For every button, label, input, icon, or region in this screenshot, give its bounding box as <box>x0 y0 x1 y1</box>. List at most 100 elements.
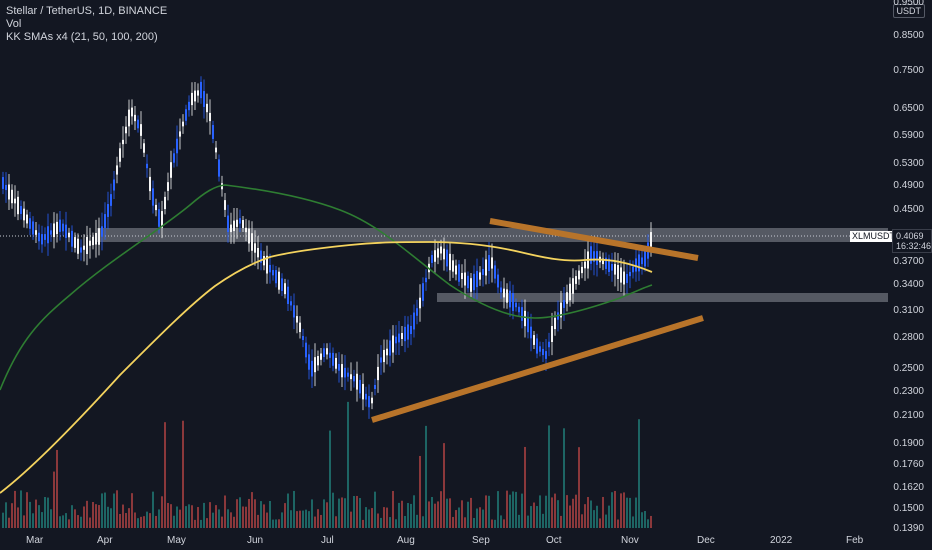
candle <box>515 302 517 308</box>
candle <box>269 264 271 273</box>
candle <box>233 220 235 232</box>
volume-bar <box>560 515 562 528</box>
volume-bar <box>551 497 553 528</box>
volume-bar <box>458 507 460 528</box>
current-price-tag: 0.4069 16:32:46 <box>892 229 932 253</box>
volume-bar <box>53 471 55 528</box>
candle <box>224 200 226 210</box>
volume-bar <box>65 513 67 528</box>
volume-bar <box>35 499 37 528</box>
candle <box>323 348 325 358</box>
price-tick: 0.3400 <box>893 279 924 290</box>
candle <box>362 383 364 400</box>
price-tick: 0.8500 <box>893 30 924 41</box>
candle <box>131 107 133 117</box>
candle <box>563 300 565 308</box>
volume-bar <box>29 501 31 528</box>
volume-bar <box>47 497 49 528</box>
volume-bar <box>491 519 493 528</box>
volume-bar <box>203 502 205 528</box>
volume-bar <box>146 511 148 528</box>
candle <box>605 257 607 269</box>
candle <box>254 243 256 253</box>
candle <box>611 263 613 271</box>
candle <box>359 379 361 394</box>
volume-bar <box>395 519 397 528</box>
candle <box>125 126 127 134</box>
candle <box>497 274 499 288</box>
volume-bar <box>299 510 301 528</box>
candle <box>116 165 118 175</box>
volume-bar <box>71 505 73 528</box>
candle <box>185 109 187 121</box>
volume-bar <box>2 512 4 528</box>
candle <box>455 265 457 275</box>
candle <box>473 273 475 291</box>
candle <box>512 293 514 311</box>
volume-bar <box>368 509 370 528</box>
volume-bar <box>284 503 286 528</box>
volume-bar <box>356 495 358 528</box>
candle <box>287 286 289 304</box>
volume-bar <box>626 497 628 528</box>
candle <box>245 227 247 233</box>
date-tick: Aug <box>397 535 415 546</box>
volume-bar <box>155 515 157 528</box>
candle <box>110 194 112 206</box>
candle <box>119 148 121 162</box>
indicator-legend[interactable]: KK SMAs x4 (21, 50, 100, 200) <box>6 31 158 43</box>
candle <box>35 230 37 235</box>
volume-bar <box>467 501 469 528</box>
volume-bar <box>512 491 514 528</box>
volume-bar <box>287 493 289 528</box>
volume-bar <box>50 509 52 528</box>
volume-bar <box>56 449 58 528</box>
volume-bar <box>218 509 220 528</box>
price-tick: 0.7500 <box>893 65 924 76</box>
candle <box>452 260 454 272</box>
candle <box>212 125 214 139</box>
volume-bar <box>224 495 226 528</box>
candle <box>467 275 469 289</box>
volume-bar <box>305 509 307 528</box>
candle <box>425 277 427 283</box>
volume-bar <box>179 509 181 528</box>
sma-yellow-line <box>0 241 653 494</box>
volume-bar <box>542 513 544 528</box>
volume-legend[interactable]: Vol <box>6 18 22 30</box>
candle <box>266 255 268 274</box>
date-tick: Jun <box>247 535 264 546</box>
candle <box>176 138 178 154</box>
candle <box>29 218 31 229</box>
volume-bar <box>548 425 550 528</box>
currency-button[interactable]: USDT <box>892 4 925 18</box>
candle <box>569 283 571 301</box>
price-tick: 0.5900 <box>893 130 924 141</box>
candle <box>542 348 544 356</box>
volume-bar <box>233 516 235 528</box>
volume-bar <box>647 519 649 528</box>
volume-bar <box>26 492 28 528</box>
date-tick: Feb <box>846 535 864 546</box>
volume-bar <box>152 491 154 528</box>
volume-bar <box>569 505 571 528</box>
candle <box>350 374 352 380</box>
candle <box>491 257 493 269</box>
candle <box>101 226 103 237</box>
volume-bar <box>167 502 169 528</box>
candle <box>395 336 397 344</box>
candle <box>578 270 580 280</box>
candle <box>41 234 43 245</box>
candle <box>203 91 205 107</box>
candle <box>242 220 244 228</box>
price-tick: 0.1620 <box>893 482 924 493</box>
volume-bar <box>410 503 412 528</box>
symbol-legend[interactable]: Stellar / TetherUS, 1D, BINANCE <box>6 5 168 17</box>
volume-bar <box>596 505 598 528</box>
volume-bar <box>485 495 487 528</box>
candle <box>620 267 622 283</box>
volume-bar <box>536 506 538 528</box>
candle <box>209 112 211 122</box>
candle <box>407 324 409 340</box>
